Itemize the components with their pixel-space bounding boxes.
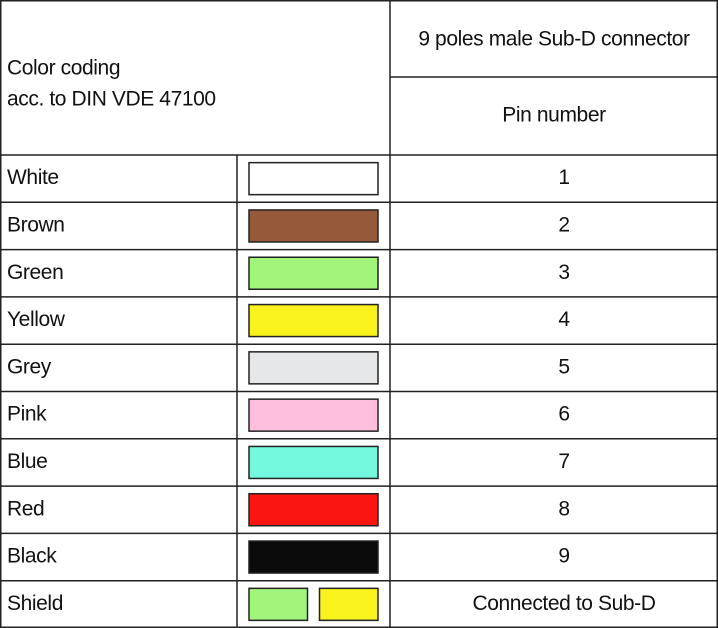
pin-number: 1 (558, 166, 569, 189)
pin-number: 4 (558, 308, 570, 331)
color-swatch (248, 445, 379, 480)
color-name: Brown (7, 213, 65, 236)
header-text: Color coding (7, 57, 120, 80)
header-text: acc. to DIN VDE 47100 (7, 88, 216, 111)
pin-number: 3 (558, 261, 569, 284)
color-swatch (248, 351, 379, 385)
pin-number: 2 (558, 213, 569, 236)
pin-number: 8 (558, 497, 569, 520)
color-name: Pink (7, 403, 47, 426)
pin-number: Connected to Sub-D (472, 592, 655, 615)
pin-number: 5 (558, 355, 569, 378)
color-swatch (248, 161, 379, 196)
color-swatch (248, 209, 379, 243)
color-name: Black (7, 545, 57, 568)
color-swatch (248, 256, 379, 290)
pin-number: 6 (558, 403, 569, 426)
color-swatch (318, 587, 379, 622)
connector-header: 9 poles male Sub-D connector (418, 28, 690, 51)
color-swatch (248, 303, 379, 338)
color-name: Blue (7, 450, 47, 473)
color-name: Grey (7, 355, 52, 378)
pin-header: Pin number (502, 104, 606, 127)
color-name: Green (7, 261, 63, 284)
color-name: White (7, 166, 59, 189)
color-swatch (248, 398, 379, 432)
color-name: Shield (7, 592, 63, 615)
color-name: Yellow (7, 308, 66, 331)
pin-number: 9 (558, 545, 569, 568)
color-swatch (248, 493, 379, 527)
color-name: Red (7, 497, 44, 520)
color-swatch (248, 587, 309, 622)
color-swatch (248, 540, 379, 574)
pin-number: 7 (558, 450, 569, 473)
